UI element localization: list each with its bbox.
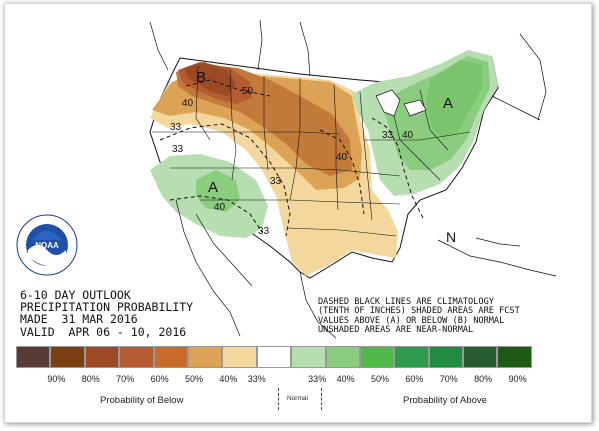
outlook-line-3: MADE 31 MAR 2016	[20, 312, 138, 327]
outlook-title-block: 6-10 DAY OUTLOOK PRECIPITATION PROBABILIT…	[20, 289, 193, 338]
legend-swatch	[153, 346, 188, 368]
legend-tick-label: 40%	[336, 374, 355, 384]
legend-ticks: 90% 80% 70% 60% 50% 40% 33% 33% 40% 50% 60% 70% 80% 9…	[16, 374, 584, 388]
legend-tick-label: 90%	[508, 374, 527, 384]
legend-swatch	[325, 346, 360, 368]
contour-label-nw-50: 50	[242, 86, 254, 97]
note-line-3: VALUES ABOVE (A) OR BELOW (B) NORMAL	[318, 315, 505, 326]
legend-notes: DASHED BLACK LINES ARE CLIMATOLOGY (TENTH…	[318, 297, 520, 336]
contour-label-nw-40: 40	[182, 98, 194, 109]
legend-swatch	[84, 346, 120, 368]
legend-tick-label: 80%	[474, 374, 493, 384]
noaa-logo-text: NOAA	[35, 241, 59, 250]
above-west-marker: A	[208, 179, 218, 196]
contour-label-ne-40: 40	[402, 130, 414, 141]
state-boundaries	[152, 65, 471, 237]
legend-tick-label: 33%	[308, 374, 327, 384]
legend-swatch	[497, 346, 532, 368]
above-east-marker: A	[443, 95, 453, 112]
contour-label-sw-40: 40	[214, 202, 226, 213]
contour-label-south-33: 33	[258, 226, 270, 237]
climatology-contours	[159, 79, 425, 237]
outlook-line-1: 6-10 DAY OUTLOOK	[20, 288, 131, 302]
probability-above-label: Probability of Above	[403, 395, 487, 406]
legend-tick-label: 33%	[247, 374, 266, 384]
legend-tick-label: 90%	[47, 374, 66, 384]
legend-tick-label: 50%	[370, 374, 390, 384]
contour-label-center-40: 40	[336, 152, 348, 163]
legend-swatch	[291, 346, 326, 368]
normal-bracket	[278, 388, 322, 410]
legend-swatch	[16, 346, 51, 368]
probability-below-label: Probability of Below	[100, 395, 184, 406]
legend-swatch	[359, 346, 395, 368]
legend-swatch	[119, 346, 154, 368]
legend-swatch	[463, 346, 498, 368]
contour-label-center-33: 33	[270, 176, 282, 187]
legend-tick-label: 70%	[439, 374, 458, 384]
legend-swatch	[394, 346, 429, 368]
legend-tick-label: 60%	[405, 374, 424, 384]
noaa-logo: NOAA	[16, 214, 78, 276]
contour-label-sw-33: 33	[172, 144, 184, 155]
legend-swatch	[428, 346, 464, 368]
above-west-40-region	[196, 170, 240, 212]
note-line-1: DASHED BLACK LINES ARE CLIMATOLOGY	[318, 297, 494, 307]
outlook-line-4: VALID APR 06 - 10, 2016	[20, 324, 187, 339]
below-marker: B	[196, 69, 206, 86]
note-line-4: UNSHADED AREAS ARE NEAR-NORMAL	[318, 325, 474, 336]
legend-tick-label: 60%	[150, 374, 169, 384]
neighboring-outlines	[149, 19, 557, 339]
below-70-region	[184, 62, 236, 96]
legend-tick-label: 70%	[116, 374, 135, 384]
above-east-50-region	[426, 60, 482, 140]
legend-tick-label: 50%	[184, 374, 204, 384]
great-lakes	[375, 89, 427, 117]
contour-label-w-33: 33	[170, 122, 182, 133]
legend-swatch	[187, 346, 223, 368]
probability-color-legend	[16, 346, 532, 368]
normal-label: Normal	[287, 395, 308, 402]
contour-label-ne-33: 33	[382, 130, 394, 141]
legend-tick-label: 80%	[81, 374, 100, 384]
outlook-line-2: PRECIPITATION PROBABILITY	[20, 300, 194, 315]
near-normal-marker: N	[446, 229, 456, 245]
note-line-2: (TENTH OF INCHES) SHADED AREAS ARE FCST	[318, 306, 520, 317]
legend-swatch	[50, 346, 85, 368]
legend-tick-label: 40%	[219, 374, 238, 384]
legend-swatch	[222, 346, 257, 368]
legend-swatch	[256, 346, 292, 368]
